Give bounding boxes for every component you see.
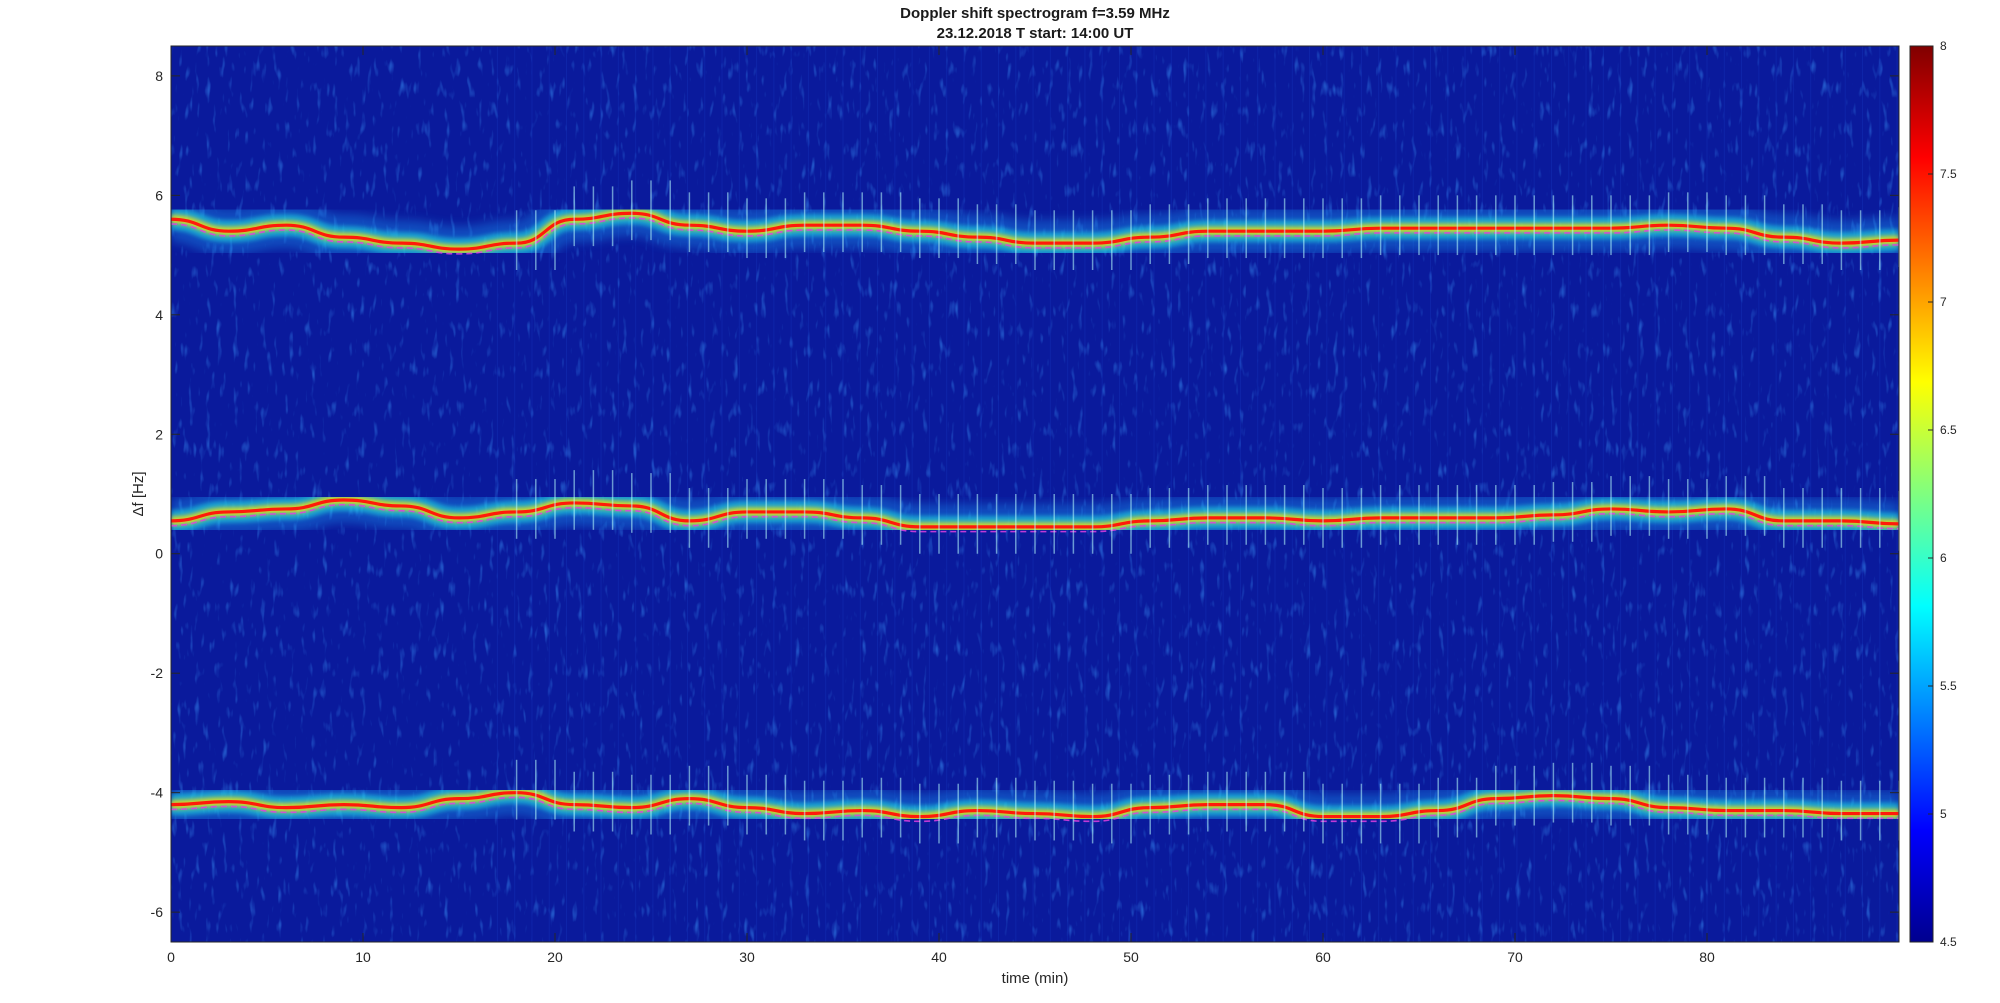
x-tick-label: 70 [1507, 949, 1523, 965]
colorbar-tick-label: 6 [1940, 551, 1947, 565]
x-tick-label: 20 [547, 949, 563, 965]
plot-area [170, 45, 1900, 943]
plot-frame [170, 45, 1900, 943]
colorbar-tick-label: 8 [1940, 39, 1947, 53]
chart-subtitle: 23.12.2018 T start: 14:00 UT [937, 25, 1134, 42]
colorbar-tick-label: 4.5 [1940, 935, 1957, 949]
y-tick-label: -4 [151, 785, 164, 801]
x-tick-label: 80 [1699, 949, 1715, 965]
colorbar-tick-label: 5 [1940, 807, 1947, 821]
y-tick-label: 6 [155, 187, 163, 203]
x-tick-label: 0 [167, 949, 175, 965]
echo-trace-3 [171, 759, 1899, 844]
chart-title: Doppler shift spectrogram f=3.59 MHz [900, 5, 1170, 22]
x-tick-label: 30 [739, 949, 755, 965]
y-tick-label: 2 [155, 426, 163, 442]
echo-trace-1 [171, 180, 1899, 273]
colorbar-tick-label: 6.5 [1940, 423, 1957, 437]
y-tick-label: 0 [155, 546, 163, 562]
x-tick-label: 60 [1315, 949, 1331, 965]
colorbar-gradient [1909, 45, 1934, 943]
colorbar-tick-label: 7.5 [1940, 167, 1957, 181]
colorbar-tick-label: 5.5 [1940, 679, 1957, 693]
y-tick-label: 4 [155, 307, 163, 323]
x-tick-label: 50 [1123, 949, 1139, 965]
trace-fit-line [171, 217, 1899, 255]
colorbar-tick-label: 7 [1940, 295, 1947, 309]
echo-trace-2 [171, 470, 1899, 554]
x-tick-label: 40 [931, 949, 947, 965]
x-tick-label: 10 [355, 949, 371, 965]
x-axis-label: time (min) [1002, 970, 1069, 987]
y-tick-label: -6 [151, 904, 164, 920]
colorbar: 4.5 5 5.5 6 6.5 7 7.5 8 [1909, 39, 1957, 949]
y-tick-label: 8 [155, 68, 163, 84]
y-axis-label: Δf [Hz] [130, 471, 147, 516]
y-tick-label: -2 [151, 665, 164, 681]
